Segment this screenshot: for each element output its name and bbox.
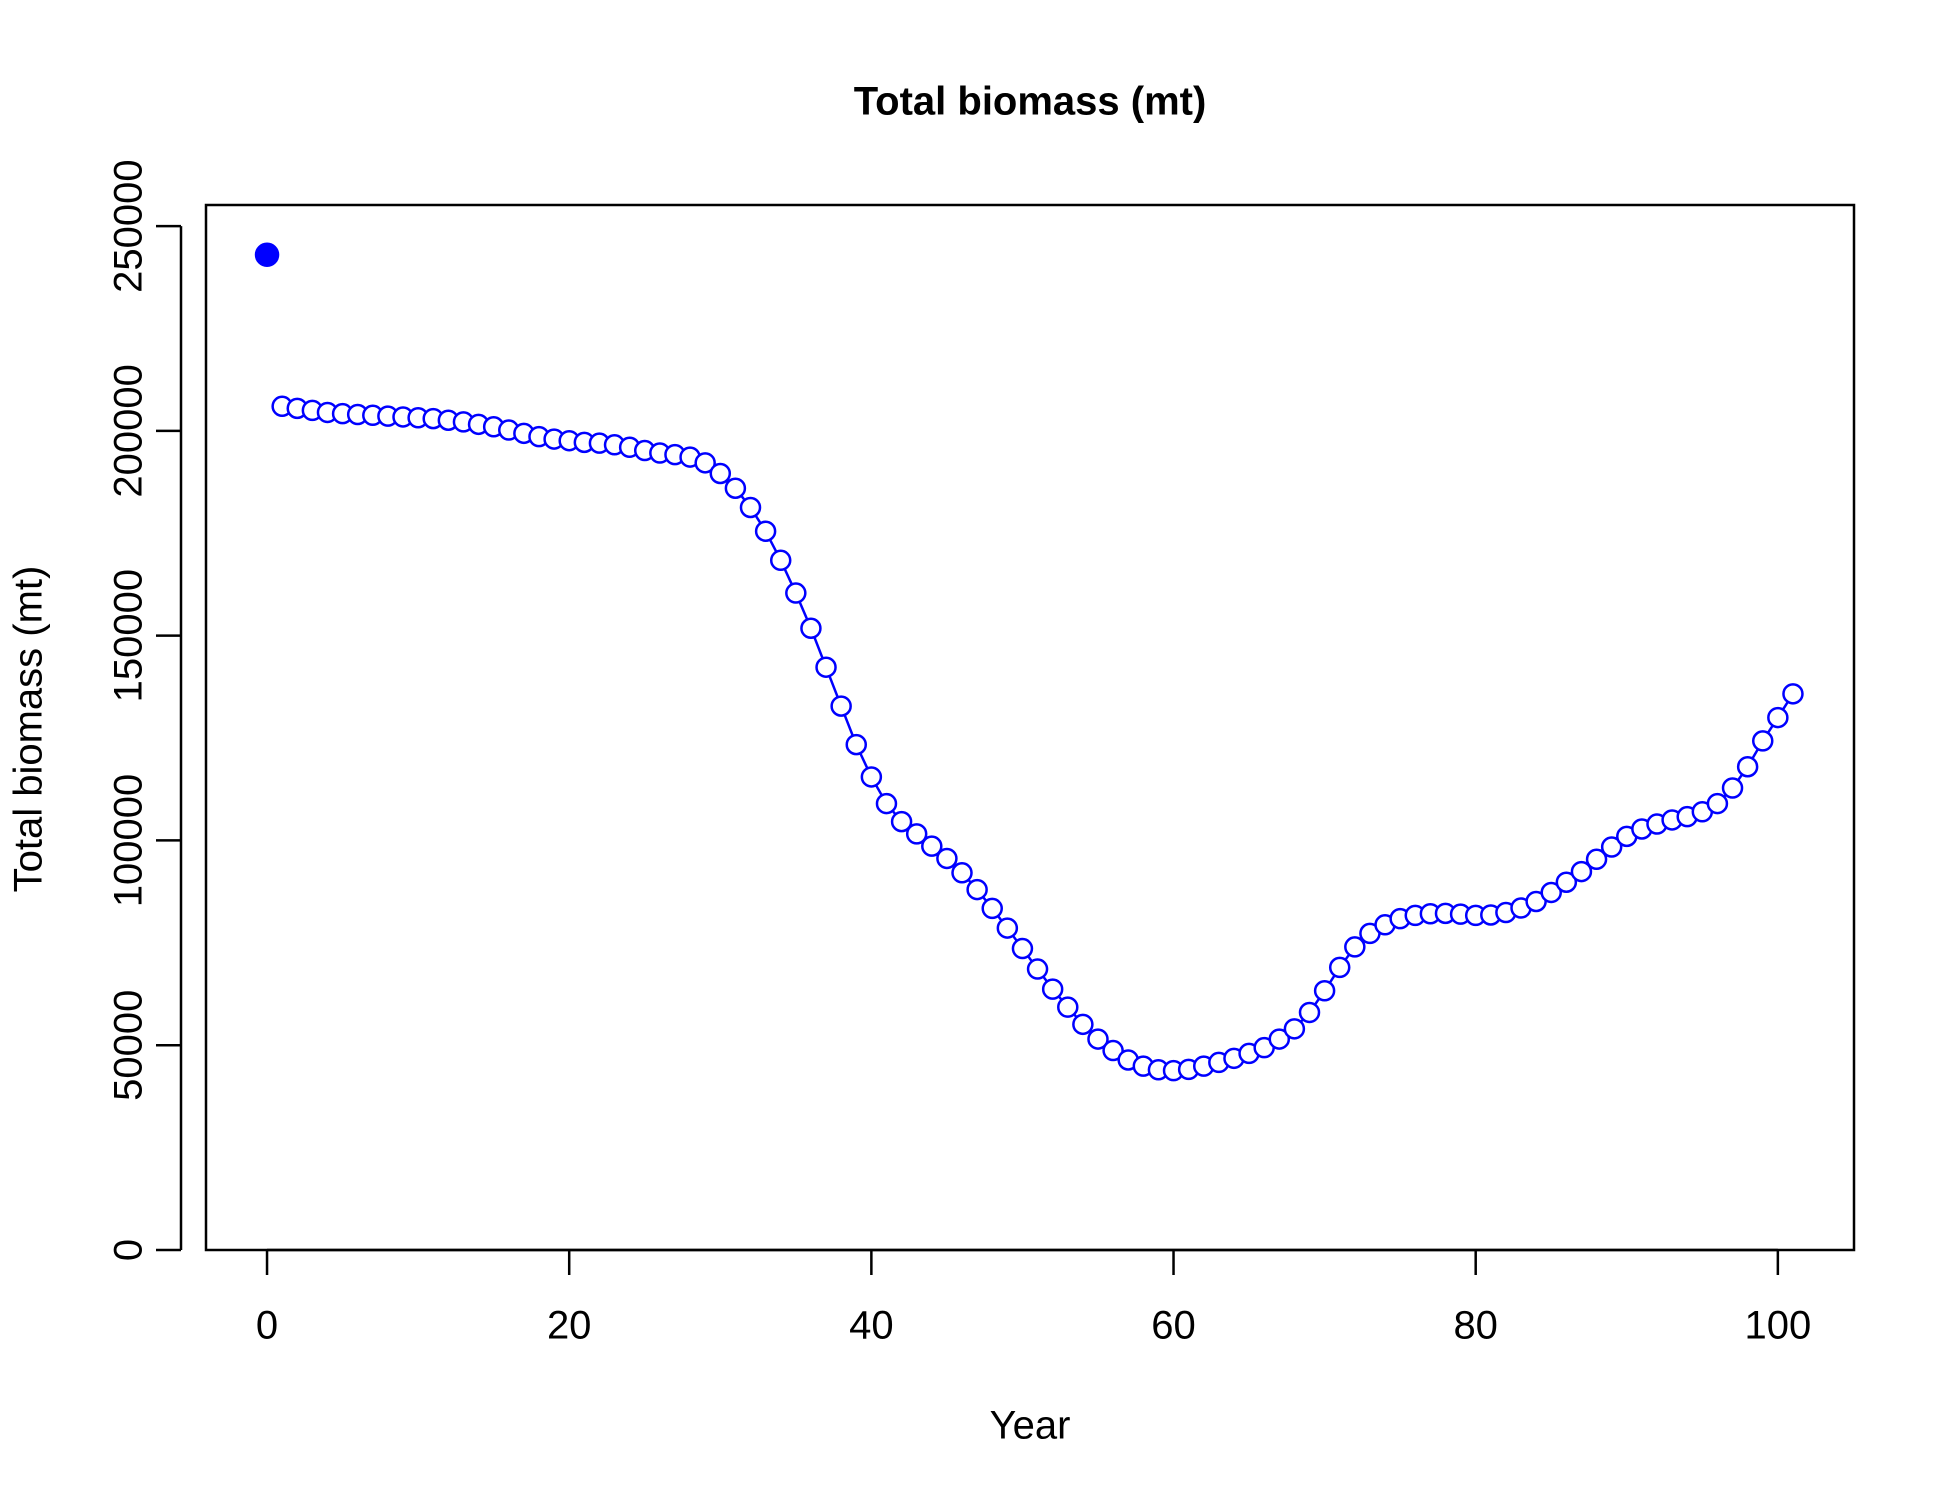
data-point (815, 656, 837, 678)
data-point (1570, 860, 1593, 883)
x-tick-label: 20 (547, 1304, 592, 1348)
data-point (1057, 996, 1079, 1018)
data-point (1540, 881, 1562, 904)
x-tick-label: 40 (849, 1304, 894, 1348)
data-point (996, 917, 1019, 939)
y-tick-label: 100000 (107, 774, 151, 907)
data-point (936, 847, 958, 870)
y-tick-label: 50000 (107, 990, 151, 1101)
plot-frame (204, 203, 1856, 1252)
data-point (875, 792, 898, 815)
chart-title: Total biomass (mt) (854, 80, 1207, 124)
data-point (754, 520, 777, 542)
data-point (1313, 979, 1336, 1002)
data-point (1736, 755, 1759, 778)
data-point (1072, 1013, 1094, 1036)
data-point (981, 897, 1003, 920)
y-tick-label: 150000 (107, 569, 151, 702)
y-tick-label: 0 (107, 1239, 151, 1261)
data-point (1298, 1001, 1321, 1024)
data-point (1767, 706, 1789, 729)
x-tick-label: 0 (256, 1304, 278, 1348)
data-point (860, 766, 883, 788)
y-axis-label: Total biomass (mt) (7, 566, 51, 893)
data-point (845, 733, 868, 756)
data-point (1041, 978, 1064, 1000)
data-point (1751, 730, 1774, 752)
data-point (254, 242, 280, 268)
data-point (1087, 1028, 1109, 1050)
data-point (1585, 848, 1608, 871)
data-point (1706, 792, 1729, 815)
x-tick-label: 60 (1151, 1304, 1196, 1348)
x-axis-label: Year (990, 1404, 1071, 1448)
x-tick-label: 100 (1744, 1304, 1811, 1348)
data-point (709, 462, 732, 485)
data-point (890, 810, 913, 833)
data-point (951, 862, 973, 884)
data-point (1283, 1018, 1306, 1040)
data-point (905, 823, 928, 845)
data-point (1026, 958, 1049, 980)
data-point (1344, 936, 1366, 958)
data-point (785, 582, 807, 604)
data-point (739, 496, 762, 519)
data-point (1600, 836, 1623, 858)
data-point (1721, 777, 1744, 799)
data-point (694, 452, 716, 474)
data-point (830, 695, 852, 717)
data-point (1328, 956, 1351, 979)
data-point (1555, 871, 1578, 893)
data-point (1102, 1039, 1124, 1062)
data-point (769, 549, 792, 572)
x-tick-label: 80 (1453, 1304, 1498, 1348)
data-point (966, 878, 988, 901)
data-point (1782, 683, 1804, 705)
data-point (1268, 1028, 1291, 1050)
data-point (800, 617, 822, 640)
y-tick-label: 250000 (107, 159, 151, 292)
data-point (724, 477, 747, 499)
y-tick-label: 200000 (107, 364, 151, 497)
data-point (1011, 937, 1034, 960)
data-point (921, 835, 943, 857)
